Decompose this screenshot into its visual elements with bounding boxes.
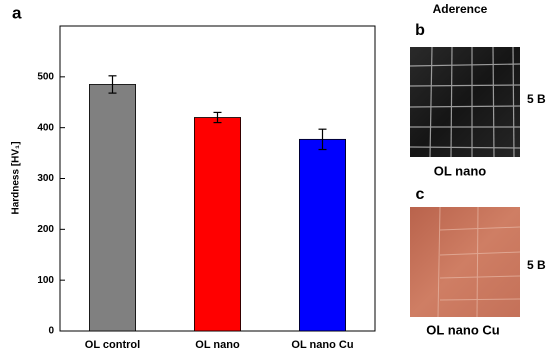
y-tick-label: 200 [37, 224, 54, 235]
photo-label: OL nano [434, 163, 487, 178]
y-axis-label: Hardness [HV₁] [11, 141, 22, 214]
panel-label: a [12, 3, 22, 22]
y-tick-label: 0 [48, 326, 54, 337]
error-bar [213, 111, 222, 124]
panel-label: c [416, 186, 425, 203]
rating: 5 B [527, 258, 546, 272]
photo-label: OL nano Cu [426, 322, 499, 337]
bar [89, 84, 137, 332]
error-bar [108, 75, 117, 94]
photo-nano [409, 46, 521, 158]
photo-nano-cu [410, 206, 521, 318]
error-bar [318, 128, 327, 151]
rating: 5 B [527, 92, 546, 106]
y-tick-label: 100 [37, 275, 54, 286]
panel-label: b [415, 22, 425, 39]
bar [193, 117, 241, 332]
x-tick-label: OL control [85, 339, 140, 351]
bar [298, 138, 346, 332]
y-tick-label: 400 [37, 122, 54, 133]
y-tick-label: 500 [37, 71, 54, 82]
y-tick-label: 300 [37, 173, 54, 184]
aderence-title: Aderence [433, 2, 488, 16]
x-tick-label: OL nano [195, 339, 240, 351]
x-tick-label: OL nano Cu [291, 339, 353, 351]
